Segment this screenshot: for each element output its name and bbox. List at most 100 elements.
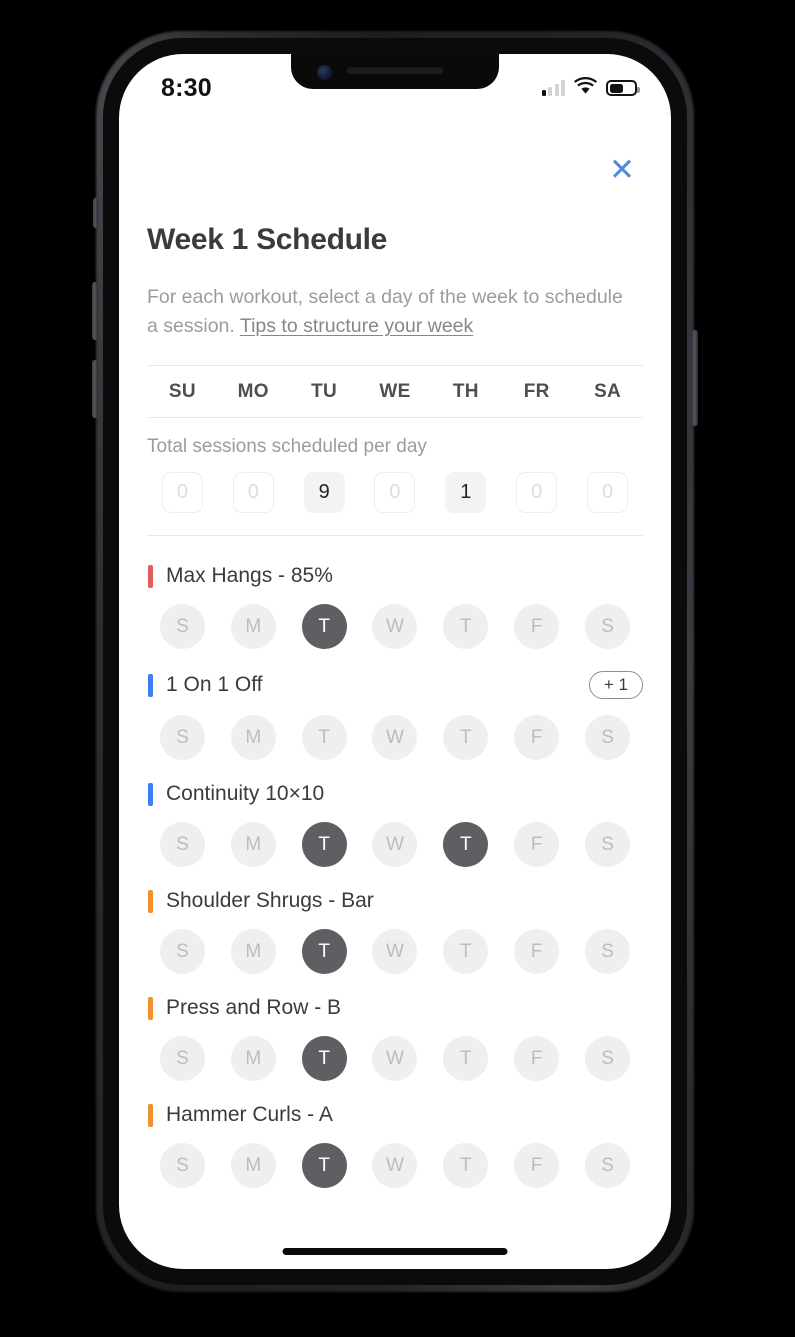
day-toggle-we[interactable]: W <box>372 822 418 867</box>
workout-accent-bar <box>148 889 153 913</box>
day-toggle-we[interactable]: W <box>372 715 418 760</box>
volume-down-button[interactable] <box>92 360 98 418</box>
workout-header: Press and Row - B <box>147 996 643 1020</box>
day-toggle-tu[interactable]: T <box>301 604 347 649</box>
workout-name: Shoulder Shrugs - Bar <box>166 889 374 912</box>
day-toggle-mo[interactable]: M <box>230 822 276 867</box>
workout-accent-bar <box>148 564 153 588</box>
volume-up-button[interactable] <box>92 282 98 340</box>
total-sessions-cell: 0 <box>232 472 274 513</box>
status-bar-time: 8:30 <box>161 73 212 102</box>
day-toggle-mo[interactable]: M <box>230 1036 276 1081</box>
close-icon[interactable]: ✕ <box>609 152 635 187</box>
day-toggle-mo[interactable]: M <box>230 715 276 760</box>
day-toggle-sa[interactable]: S <box>585 929 631 974</box>
day-toggle-th[interactable]: T <box>443 822 489 867</box>
total-sessions-cell: 0 <box>587 472 629 513</box>
day-toggle-fr[interactable]: F <box>514 715 560 760</box>
day-toggle-su[interactable]: S <box>159 929 205 974</box>
workout-header: Hammer Curls - A <box>147 1103 643 1127</box>
day-toggle-mo[interactable]: M <box>230 604 276 649</box>
day-toggle-th[interactable]: T <box>443 604 489 649</box>
page-subtitle: For each workout, select a day of the we… <box>147 283 629 341</box>
day-toggle-tu[interactable]: T <box>301 929 347 974</box>
day-header-tu: TU <box>311 381 338 402</box>
home-indicator[interactable] <box>282 1248 508 1255</box>
day-toggle-mo[interactable]: M <box>230 929 276 974</box>
power-button[interactable] <box>692 330 698 426</box>
day-toggle-su[interactable]: S <box>159 604 205 649</box>
workout-accent-bar <box>148 996 153 1020</box>
day-of-week-header: SU MO TU WE TH FR SA <box>147 365 643 418</box>
workout-row: Shoulder Shrugs - Bar S M T W T F S <box>147 867 643 974</box>
mute-switch-button[interactable] <box>93 198 98 228</box>
day-toggle-sa[interactable]: S <box>585 1143 631 1188</box>
battery-icon <box>606 80 640 96</box>
wifi-icon <box>574 77 597 99</box>
day-toggle-sa[interactable]: S <box>585 715 631 760</box>
workout-name: Max Hangs - 85% <box>166 564 333 587</box>
tips-link[interactable]: Tips to structure your week <box>239 315 474 337</box>
day-header-sa: SA <box>594 381 622 402</box>
day-toggle-tu[interactable]: T <box>301 822 347 867</box>
day-toggle-we[interactable]: W <box>372 929 418 974</box>
day-toggle-th[interactable]: T <box>443 1143 489 1188</box>
day-toggle-fr[interactable]: F <box>514 929 560 974</box>
workout-name: 1 On 1 Off <box>166 673 263 696</box>
day-toggle-we[interactable]: W <box>372 1143 418 1188</box>
workout-name: Hammer Curls - A <box>166 1103 333 1126</box>
page-title: Week 1 Schedule <box>147 223 388 256</box>
day-header-th: TH <box>452 381 479 402</box>
day-toggle-tu[interactable]: T <box>301 1143 347 1188</box>
day-toggle-tu[interactable]: T <box>301 715 347 760</box>
front-camera-icon <box>317 65 332 80</box>
close-row: ✕ <box>147 114 643 187</box>
total-sessions-cell: 0 <box>374 472 416 513</box>
cellular-signal-icon <box>541 80 565 96</box>
day-toggle-fr[interactable]: F <box>514 1143 560 1188</box>
day-toggle-we[interactable]: W <box>372 604 418 649</box>
total-sessions-cell: 0 <box>161 472 203 513</box>
schedule-screen-content: ✕ Week 1 Schedule For each workout, sele… <box>119 114 671 1269</box>
day-toggle-su[interactable]: S <box>159 715 205 760</box>
day-toggle-mo[interactable]: M <box>230 1143 276 1188</box>
day-toggle-we[interactable]: W <box>372 1036 418 1081</box>
workout-header: 1 On 1 Off + 1 <box>147 671 643 699</box>
day-header-fr: FR <box>523 381 550 402</box>
day-toggle-fr[interactable]: F <box>514 1036 560 1081</box>
day-toggle-su[interactable]: S <box>159 1143 205 1188</box>
day-toggle-sa[interactable]: S <box>585 604 631 649</box>
add-session-badge[interactable]: + 1 <box>588 671 643 699</box>
total-sessions-cell: 9 <box>303 472 345 513</box>
day-toggle-su[interactable]: S <box>159 822 205 867</box>
status-bar: 8:30 <box>119 54 671 114</box>
workout-header: Continuity 10×10 <box>147 782 643 806</box>
day-toggle-th[interactable]: T <box>443 929 489 974</box>
day-toggle-sa[interactable]: S <box>585 822 631 867</box>
day-toggle-th[interactable]: T <box>443 1036 489 1081</box>
day-toggle-sa[interactable]: S <box>585 1036 631 1081</box>
day-toggle-fr[interactable]: F <box>514 822 560 867</box>
day-toggle-fr[interactable]: F <box>514 604 560 649</box>
phone-screen: 8:30 <box>119 54 671 1269</box>
status-bar-icons <box>541 77 640 99</box>
day-toggle-su[interactable]: S <box>159 1036 205 1081</box>
day-header-we: WE <box>379 381 411 402</box>
phone-device-frame: 8:30 <box>92 30 698 1293</box>
workout-accent-bar <box>148 782 153 806</box>
workout-accent-bar <box>148 1103 153 1127</box>
total-sessions-cell: 0 <box>516 472 558 513</box>
day-header-mo: MO <box>237 381 269 402</box>
day-toggle-th[interactable]: T <box>443 715 489 760</box>
day-toggle-tu[interactable]: T <box>301 1036 347 1081</box>
